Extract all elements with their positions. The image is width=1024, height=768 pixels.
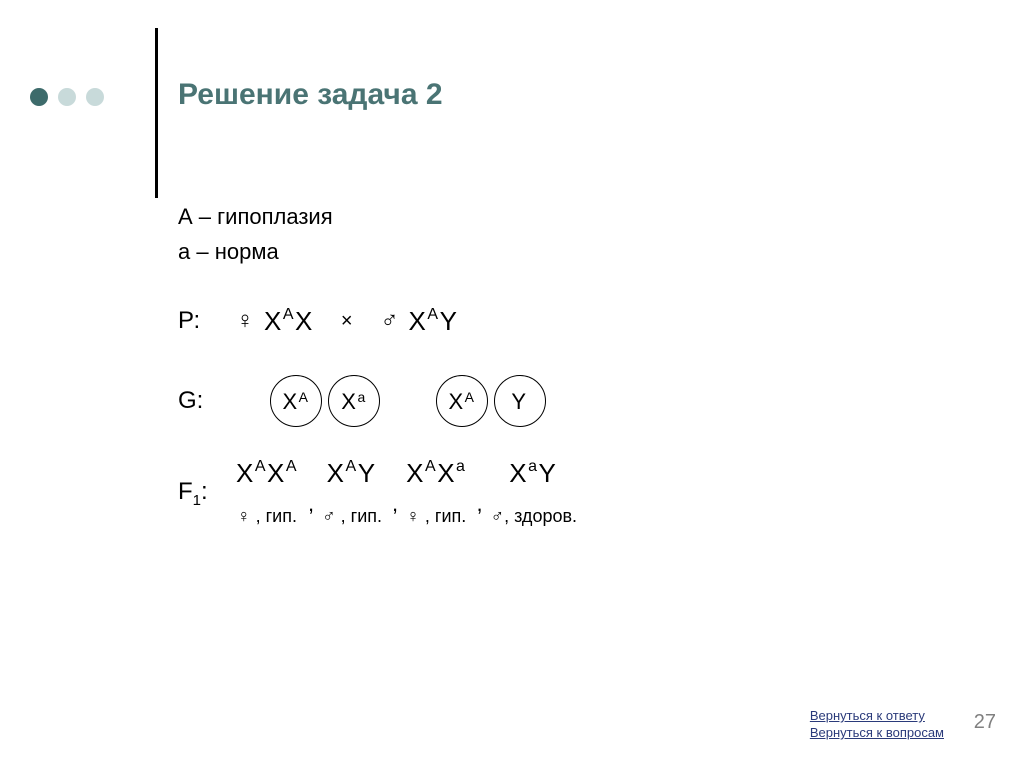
allele-sup: A [346, 455, 357, 479]
offspring-phenotype: ♂, здоров. [491, 503, 577, 530]
page-number: 27 [974, 711, 996, 734]
offspring-sex: ♂ [491, 506, 505, 526]
decorative-dots [30, 88, 104, 106]
allele-sup: A [286, 455, 297, 479]
gamete-circle: X A [436, 375, 488, 427]
parents-row: Р: ♀ X A X × ♂ X A Y [178, 294, 587, 348]
g-label: G: [178, 383, 236, 419]
allele-base: X [406, 454, 424, 493]
offspring-phenotype: ♀ , гип. [406, 503, 466, 530]
allele-base: Y [511, 385, 526, 418]
gametes-row: G: X A X a X A Y [178, 374, 587, 428]
separator-comma: , [392, 487, 398, 520]
allele-base: X [327, 454, 345, 493]
female-genotype: X A X [264, 302, 313, 341]
allele-base: X [509, 454, 527, 493]
vertical-divider [155, 28, 158, 198]
allele-sup: A [425, 455, 436, 479]
cross-symbol: × [341, 306, 353, 336]
allele-sup: a [528, 455, 537, 479]
offspring-sex: ♀ [406, 506, 420, 526]
legend-allele-A: А – гипоплазия [178, 200, 587, 233]
slide-title: Решение задача 2 [178, 78, 443, 112]
offspring-row: F1: X A X A ♀ , гип. , X A Y ♂ , гип. [178, 454, 587, 530]
gamete-circle: Y [494, 375, 546, 427]
allele-sup: A [465, 387, 475, 408]
dot-hollow-icon [58, 88, 76, 106]
offspring-item: X A Y ♂ , гип. [322, 454, 382, 530]
f1-label: F1: [178, 474, 236, 510]
offspring-phenotype: ♂ , гип. [322, 503, 382, 530]
offspring-genotype: X A X A [236, 454, 298, 493]
offspring-pheno: гип. [266, 506, 297, 526]
allele-base: X [267, 454, 285, 493]
allele-base: Y [358, 454, 376, 493]
offspring-item: X A X A ♀ , гип. [236, 454, 298, 530]
offspring-pheno: гип. [435, 506, 466, 526]
allele-base: X [236, 454, 254, 493]
slide-content: А – гипоплазия а – норма Р: ♀ X A X × ♂ … [178, 200, 587, 530]
offspring-item: X A X a ♀ , гип. [406, 454, 466, 530]
allele-base: X [295, 302, 313, 341]
male-symbol: ♂ [381, 303, 399, 339]
nav-links: Вернуться к ответу Вернуться к вопросам [810, 706, 944, 740]
dot-hollow-icon [86, 88, 104, 106]
offspring-item: X a Y ♂, здоров. [491, 454, 577, 530]
gamete-genotype: X A [282, 385, 309, 418]
offspring-sex: ♀ [237, 506, 251, 526]
back-to-questions-link[interactable]: Вернуться к вопросам [810, 725, 944, 740]
gamete-genotype: X A [448, 385, 475, 418]
allele-sup: a [456, 455, 465, 479]
p-label: Р: [178, 303, 236, 339]
allele-sup: a [357, 387, 365, 408]
allele-sup: A [427, 303, 438, 327]
allele-base: Y [440, 302, 458, 341]
offspring-genotype: X A Y [327, 454, 378, 493]
allele-base: Y [539, 454, 557, 493]
allele-base: X [437, 454, 455, 493]
female-symbol: ♀ [236, 303, 254, 339]
gamete-circle: X a [328, 375, 380, 427]
f1-sub: 1 [193, 492, 201, 509]
offspring-sex: ♂ [322, 506, 336, 526]
allele-sup: A [299, 387, 309, 408]
offspring-genotype: X A X a [406, 454, 466, 493]
allele-base: X [409, 302, 427, 341]
gamete-circle: X A [270, 375, 322, 427]
allele-base: X [341, 385, 356, 418]
allele-base: X [264, 302, 282, 341]
allele-base: X [448, 385, 463, 418]
offspring-phenotype: ♀ , гип. [237, 503, 297, 530]
legend-allele-a: а – норма [178, 235, 587, 268]
f1-colon: : [201, 478, 208, 505]
gamete-genotype: Y [511, 385, 528, 418]
gamete-genotype: X a [341, 385, 366, 418]
allele-sup: A [255, 455, 266, 479]
allele-sup: A [283, 303, 294, 327]
back-to-answer-link[interactable]: Вернуться к ответу [810, 708, 944, 723]
male-genotype: X A Y [409, 302, 458, 341]
offspring-pheno: гип. [351, 506, 382, 526]
allele-base: X [282, 385, 297, 418]
separator-comma: , [476, 487, 482, 520]
offspring-pheno: здоров. [514, 506, 577, 526]
separator-comma: , [308, 487, 314, 520]
dot-filled-icon [30, 88, 48, 106]
offspring-genotype: X a Y [509, 454, 558, 493]
f1-letter: F [178, 478, 193, 505]
